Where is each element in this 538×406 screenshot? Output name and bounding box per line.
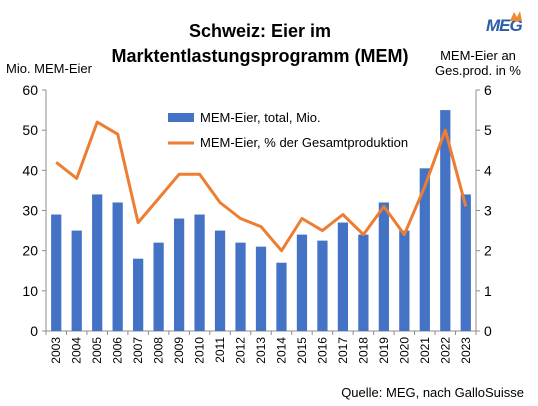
bar [419, 168, 430, 331]
x-tick-label: 2007 [131, 337, 145, 364]
right-tick-label: 6 [484, 82, 492, 98]
bar [440, 110, 451, 331]
bar [276, 262, 287, 331]
x-tick-label: 2021 [418, 337, 432, 364]
right-axis-title-line2: Ges.prod. in % [435, 63, 521, 78]
x-tick-label: 2015 [295, 337, 309, 364]
x-tick-label: 2010 [193, 337, 207, 364]
left-tick-label: 0 [30, 323, 38, 339]
x-tick-label: 2018 [356, 337, 370, 364]
x-tick-label: 2023 [459, 337, 473, 364]
bar [337, 222, 349, 331]
x-tick-label: 2003 [49, 337, 63, 364]
bar [112, 202, 123, 331]
legend-bar-swatch [168, 113, 194, 122]
x-tick-label: 2004 [70, 337, 84, 364]
x-tick-label: 2012 [234, 337, 248, 364]
x-tick-label: 2022 [438, 337, 452, 364]
right-tick-label: 2 [484, 243, 492, 259]
bar [235, 242, 246, 331]
x-tick-label: 2016 [315, 337, 329, 364]
left-tick-label: 10 [22, 283, 38, 299]
bar [399, 230, 410, 331]
bar [460, 194, 471, 331]
x-tick-label: 2011 [213, 337, 227, 363]
left-tick-label: 50 [22, 122, 38, 138]
bar [378, 202, 389, 331]
bar [173, 218, 185, 331]
left-tick-label: 30 [22, 203, 38, 219]
left-tick-label: 60 [22, 82, 38, 98]
bar [51, 214, 62, 331]
x-tick-label: 2013 [254, 337, 268, 364]
x-tick-label: 2008 [152, 337, 166, 364]
bar [92, 194, 103, 331]
chart-title-line2: Marktentlastungsprogramm (MEM) [111, 46, 409, 66]
x-tick-label: 2020 [397, 337, 411, 364]
legend-bar-label: MEM-Eier, total, Mio. [200, 110, 321, 125]
bar [153, 242, 164, 331]
line-series [55, 120, 468, 253]
right-tick-label: 3 [484, 203, 492, 219]
right-axis-title-line1: MEM-Eier an [440, 48, 516, 63]
source-note: Quelle: MEG, nach GalloSuisse [341, 385, 524, 400]
bar [296, 234, 308, 331]
bar [255, 246, 267, 331]
right-tick-label: 0 [484, 323, 492, 339]
legend-line-label: MEM-Eier, % der Gesamtproduktion [200, 135, 408, 150]
left-tick-label: 40 [22, 162, 38, 178]
bar [194, 214, 205, 331]
right-axis-title: MEM-Eier an Ges.prod. in % [428, 48, 528, 78]
bar [214, 230, 226, 331]
bar [317, 240, 328, 331]
x-tick-label: 2006 [111, 337, 125, 364]
left-axis-title: Mio. MEM-Eier [6, 61, 92, 76]
left-tick-label: 20 [22, 243, 38, 259]
meg-logo: MEG [484, 10, 526, 38]
bar [133, 258, 144, 331]
x-tick-label: 2005 [90, 337, 104, 364]
x-tick-label: 2009 [172, 337, 186, 364]
right-tick-label: 1 [484, 283, 492, 299]
bar [358, 234, 369, 331]
bar [71, 230, 82, 331]
logo-flame-icon [510, 11, 522, 21]
right-tick-label: 5 [484, 122, 492, 138]
x-tick-label: 2019 [377, 337, 391, 364]
right-tick-label: 4 [484, 162, 492, 178]
chart-title-line1: Schweiz: Eier im [188, 21, 332, 41]
x-tick-label: 2017 [336, 337, 350, 364]
x-tick-label: 2014 [274, 337, 288, 364]
